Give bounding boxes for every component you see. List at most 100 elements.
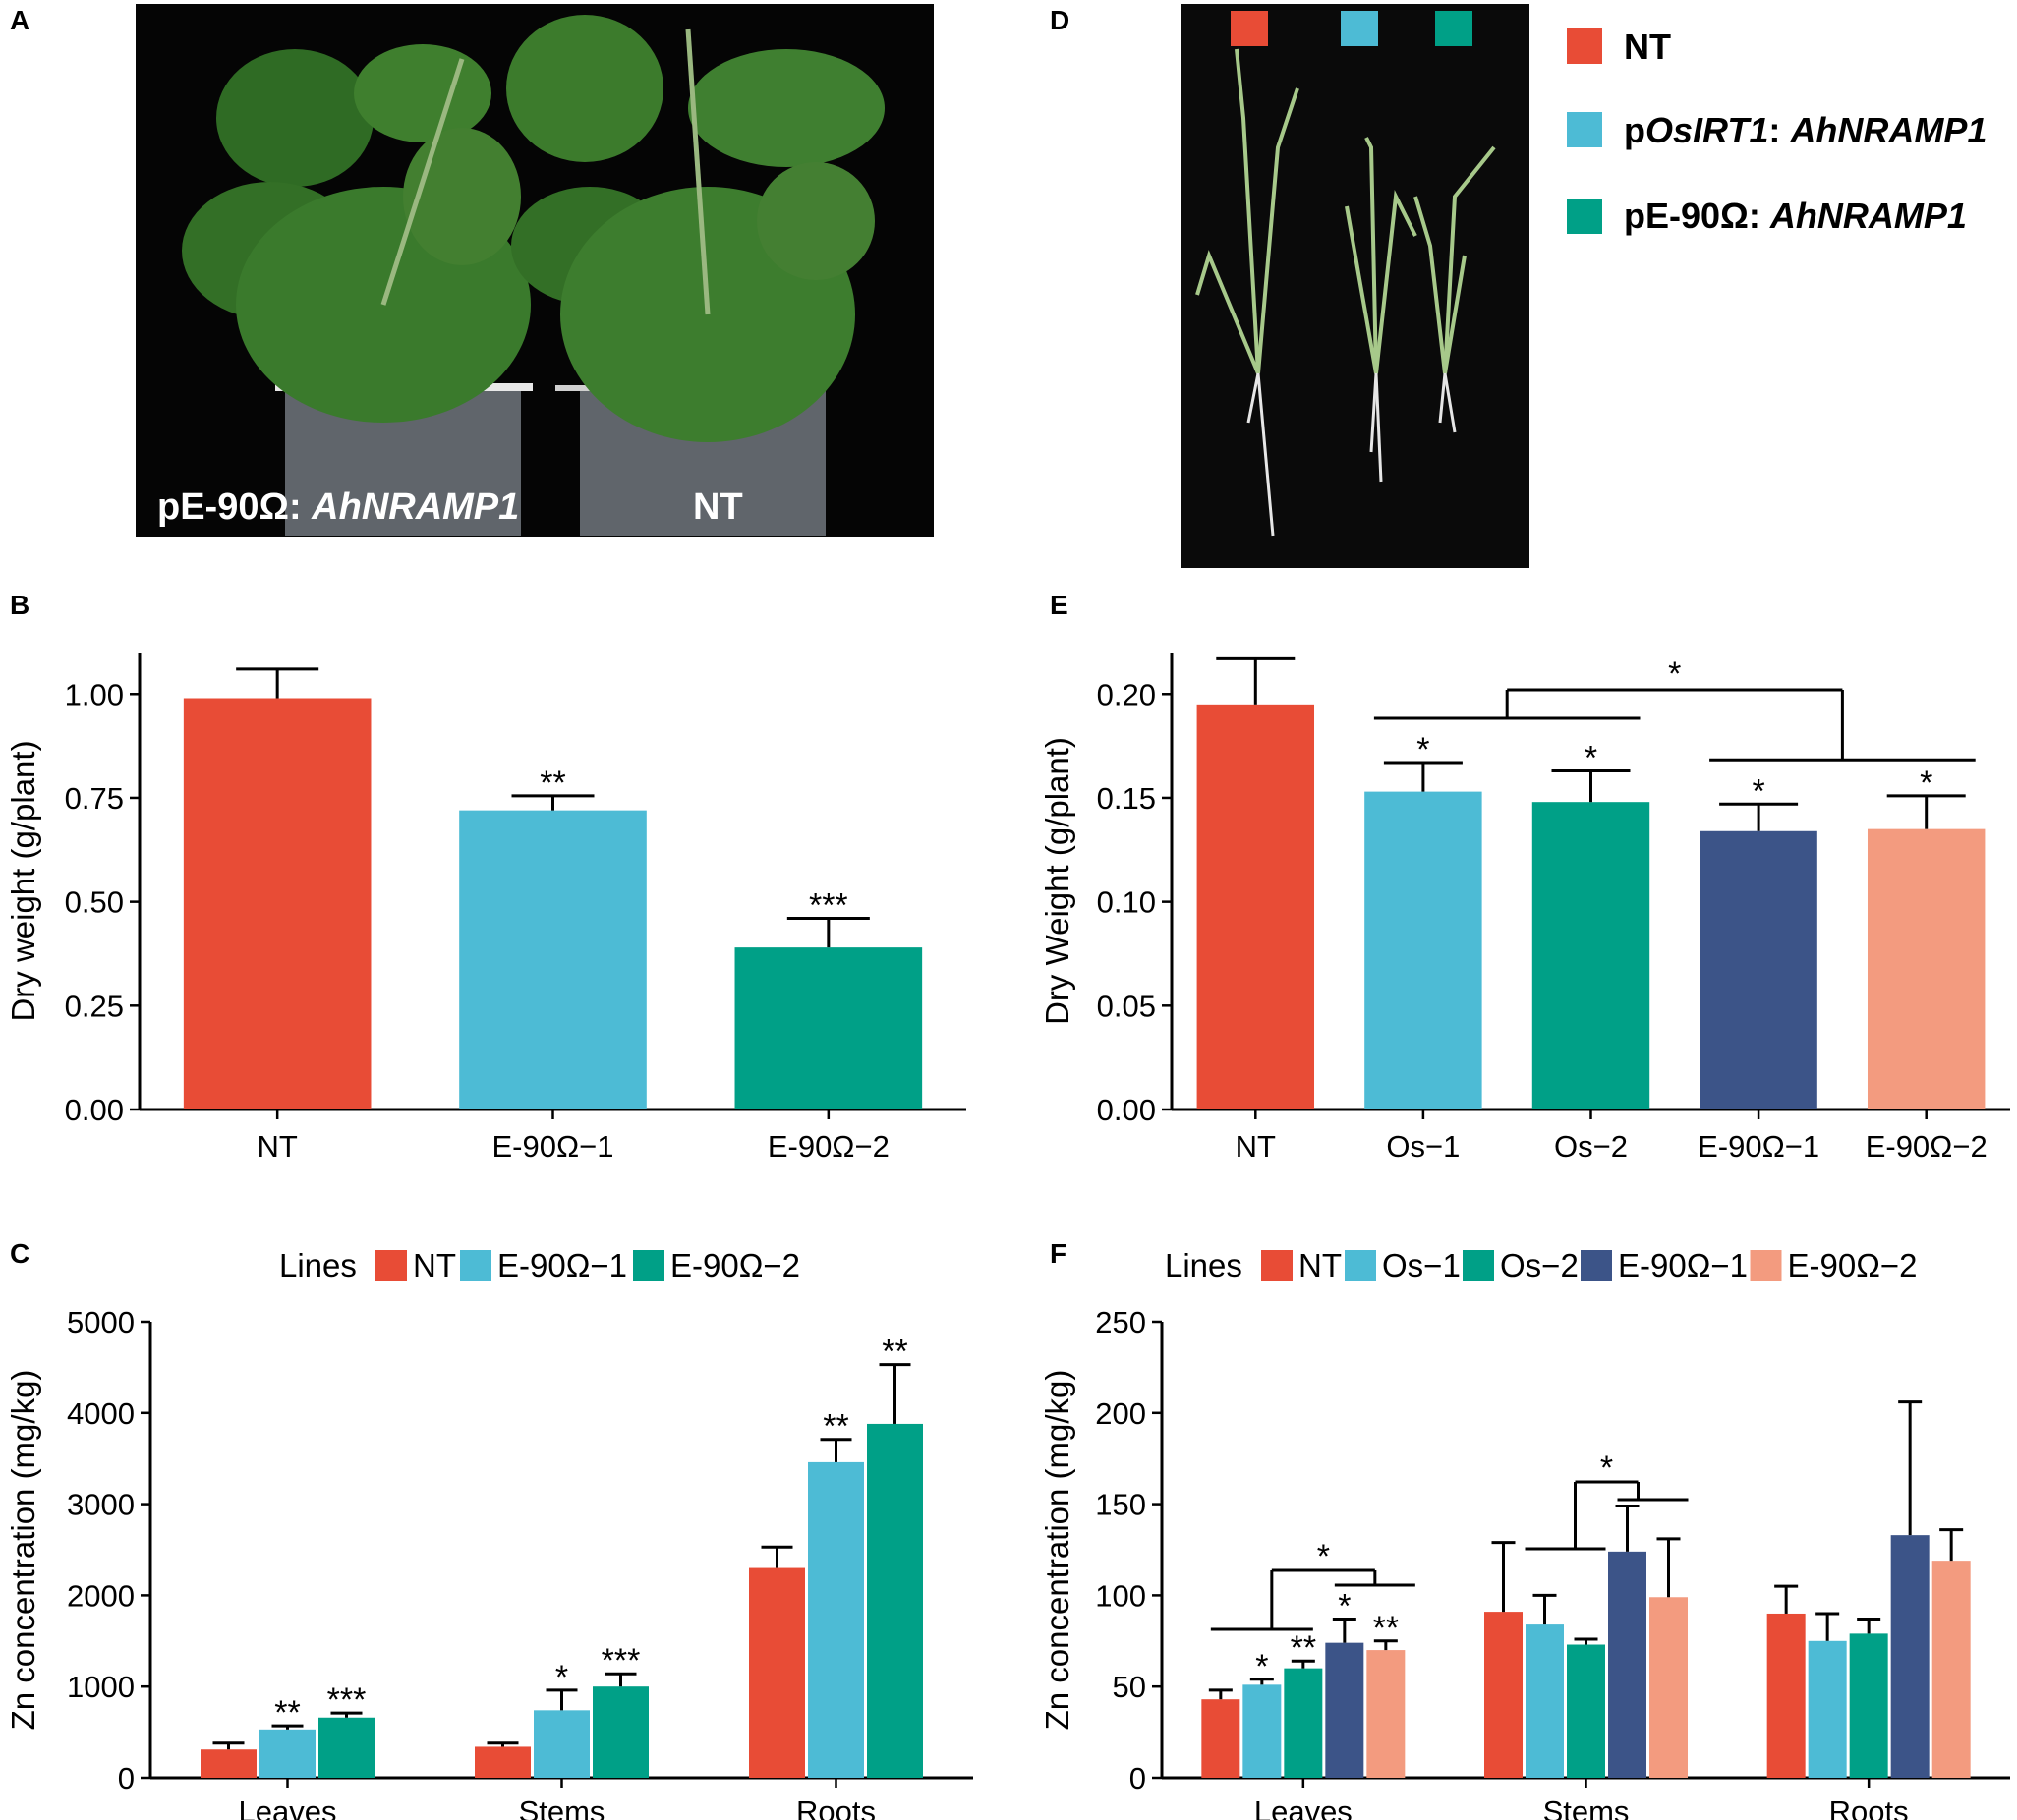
panel-label-c: C — [10, 1238, 29, 1269]
chart-b: 0.00 0.25 0.50 0.75 1.00 Dry weight (g/plant)… — [5, 653, 966, 1164]
chart-f-x-tick-label: Stems — [1543, 1794, 1630, 1820]
swatch-e90-photo — [1435, 11, 1472, 46]
swatch-nt-photo — [1231, 11, 1268, 46]
panel-label-a: A — [10, 5, 29, 35]
panel-label-d: D — [1050, 5, 1069, 35]
chart-c-legend: Lines NT E-90Ω−1 E-90Ω−2 — [279, 1247, 800, 1283]
legend-swatch-posirt1 — [1567, 112, 1602, 147]
panel-a: A pE-90Ω: AhNRAMP1 NT — [10, 4, 934, 537]
chart-f-group-significance: * — [1317, 1538, 1330, 1575]
chart-f-bar-roots-e-90-2 — [1931, 1561, 1971, 1778]
chart-c-x-tick-label: Leaves — [239, 1794, 337, 1820]
chart-f-y-tick-label: 150 — [1095, 1488, 1146, 1522]
chart-f-legend-swatch-os-1 — [1345, 1250, 1376, 1281]
chart-c-bar-roots-e-90-1 — [808, 1461, 864, 1778]
chart-b-y-tick-label: 0.50 — [65, 885, 124, 920]
chart-e-group-significance: * — [1668, 655, 1681, 693]
chart-f-bar-stems-os-2 — [1567, 1644, 1605, 1778]
chart-b-x-tick-label: E-90Ω−1 — [492, 1129, 614, 1164]
chart-c-bar-roots-e-90-2 — [867, 1423, 923, 1778]
chart-f-y-tick-label: 200 — [1095, 1396, 1146, 1431]
chart-e: 0.00 0.05 0.10 0.15 0.20 Dry Weight (g/plant)… — [1039, 653, 2010, 1164]
chart-c-y-tick-label: 3000 — [67, 1488, 135, 1522]
legend-swatch-nt — [1567, 28, 1602, 64]
chart-f-legend-swatch-os-2 — [1463, 1250, 1494, 1281]
chart-f-significance-label: ** — [1291, 1629, 1316, 1667]
chart-c-y-tick-label: 5000 — [67, 1305, 135, 1339]
chart-e-bar-e-90-1 — [1700, 830, 1817, 1109]
chart-f-significance-label: * — [1255, 1648, 1268, 1685]
chart-e-y-axis-title: Dry Weight (g/plant) — [1039, 737, 1075, 1025]
chart-e-significance-label: * — [1416, 731, 1429, 768]
chart-f-bar-roots-os-1 — [1808, 1640, 1847, 1778]
chart-f-legend-swatch-nt — [1261, 1250, 1293, 1281]
chart-f-legend-label-e-90-2: E-90Ω−2 — [1788, 1247, 1918, 1283]
chart-c-y-tick-label: 0 — [118, 1761, 135, 1795]
chart-f-bar-leaves-e-90-2 — [1366, 1650, 1406, 1778]
chart-c-legend-swatch-e-90-2 — [633, 1250, 664, 1281]
chart-f-legend-label-os-1: Os−1 — [1382, 1247, 1461, 1283]
chart-f-bar-roots-os-2 — [1849, 1633, 1888, 1778]
chart-c-bar-leaves-nt — [201, 1749, 257, 1778]
chart-e-x-tick-label: NT — [1236, 1129, 1276, 1164]
chart-c: 0 1000 2000 3000 4000 5000 Zn concentration (m… — [5, 1247, 973, 1820]
caption-nt: NT — [693, 486, 743, 528]
chart-e-x-tick-label: Os−1 — [1386, 1129, 1460, 1164]
chart-b-y-tick-label: 0.00 — [65, 1093, 124, 1127]
chart-f-y-tick-label: 250 — [1095, 1305, 1146, 1339]
chart-f-group-significance: * — [1600, 1450, 1613, 1487]
d-legend: NT pOsIRT1: AhNRAMP1 pE-90Ω: AhNRAMP1 — [1567, 27, 1987, 236]
chart-b-bar-e-90-2 — [734, 947, 923, 1109]
chart-e-y-tick-label: 0.15 — [1097, 781, 1156, 816]
chart-f-x-tick-label: Roots — [1829, 1794, 1909, 1820]
chart-c-bar-leaves-e-90-2 — [318, 1717, 375, 1778]
chart-e-bar-os-2 — [1531, 802, 1650, 1109]
chart-c-x-tick-label: Stems — [519, 1794, 605, 1820]
chart-e-y-tick-label: 0.00 — [1097, 1093, 1156, 1127]
chart-e-bar-os-1 — [1364, 791, 1482, 1109]
chart-f-y-tick-label: 0 — [1129, 1761, 1146, 1795]
chart-e-bar-e-90-2 — [1867, 828, 1986, 1109]
chart-b-y-tick-label: 0.25 — [65, 989, 124, 1023]
chart-f-bar-leaves-os-2 — [1284, 1668, 1323, 1778]
svg-text:pE-90Ω: AhNRAMP1: pE-90Ω: AhNRAMP1 — [157, 486, 519, 528]
caption-prefix: pE-90Ω: — [157, 486, 312, 528]
legend-label-nt: NT — [1624, 27, 1671, 67]
chart-c-legend-label-nt: NT — [413, 1247, 456, 1283]
chart-f-legend-swatch-e-90-2 — [1750, 1250, 1782, 1281]
chart-f-bar-leaves-nt — [1201, 1699, 1240, 1778]
chart-b-significance-label: *** — [809, 887, 848, 925]
chart-f-bar-roots-nt — [1766, 1613, 1806, 1778]
chart-c-bar-roots-nt — [749, 1567, 805, 1778]
chart-f-legend-label-os-2: Os−2 — [1500, 1247, 1579, 1283]
chart-f-legend: Lines NT Os−1 Os−2 E-90Ω−1 E-90Ω−2 — [1165, 1247, 1918, 1283]
chart-f-y-tick-label: 50 — [1113, 1670, 1146, 1704]
chart-e-significance-label: * — [1920, 765, 1932, 802]
caption-gene: AhNRAMP1 — [311, 486, 519, 528]
chart-c-significance-label: * — [555, 1659, 568, 1696]
chart-b-y-axis-title: Dry weight (g/plant) — [5, 740, 41, 1021]
chart-f-y-tick-label: 100 — [1095, 1578, 1146, 1613]
chart-f-x-tick-label: Leaves — [1254, 1794, 1353, 1820]
chart-f-bar-stems-nt — [1484, 1612, 1523, 1778]
chart-f-bar-leaves-e-90-1 — [1325, 1642, 1364, 1778]
chart-c-significance-label: *** — [327, 1681, 367, 1719]
chart-e-y-tick-label: 0.20 — [1097, 677, 1156, 711]
panel-label-f: F — [1050, 1238, 1066, 1269]
chart-c-significance-label: *** — [602, 1642, 641, 1679]
chart-c-y-axis-title: Zn concentration (mg/kg) — [5, 1370, 41, 1731]
chart-b-y-tick-label: 0.75 — [65, 781, 124, 816]
chart-c-y-tick-label: 1000 — [67, 1670, 135, 1704]
chart-b-x-tick-label: NT — [258, 1129, 298, 1164]
chart-e-bar-nt — [1196, 704, 1315, 1109]
chart-c-bar-stems-e-90-2 — [593, 1686, 649, 1778]
tobacco-photo — [136, 4, 934, 537]
chart-f: 0 50 100 150 200 250 Zn concentration (mg/kg) *… — [1039, 1247, 2010, 1820]
chart-f-bar-stems-os-1 — [1526, 1624, 1564, 1778]
chart-f-bar-leaves-os-1 — [1242, 1684, 1282, 1778]
chart-c-legend-swatch-e-90-1 — [460, 1250, 491, 1281]
chart-f-significance-label: ** — [1373, 1610, 1399, 1647]
chart-e-x-tick-label: Os−2 — [1554, 1129, 1628, 1164]
chart-e-significance-label: * — [1752, 772, 1764, 810]
chart-c-bar-stems-e-90-1 — [534, 1710, 590, 1778]
